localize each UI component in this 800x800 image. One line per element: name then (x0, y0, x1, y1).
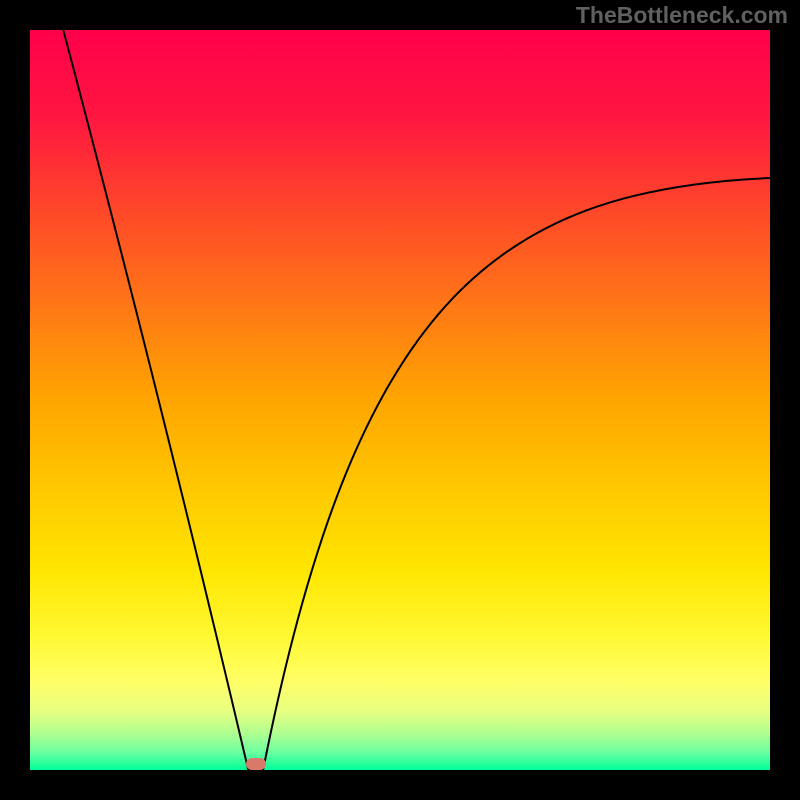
curve-path (63, 30, 770, 770)
plot-area (30, 30, 770, 770)
watermark-text: TheBottleneck.com (576, 2, 788, 29)
valley-marker-pill (246, 758, 266, 770)
bottleneck-curve (30, 30, 770, 770)
valley-marker (246, 758, 266, 770)
chart-container: TheBottleneck.com (0, 0, 800, 800)
